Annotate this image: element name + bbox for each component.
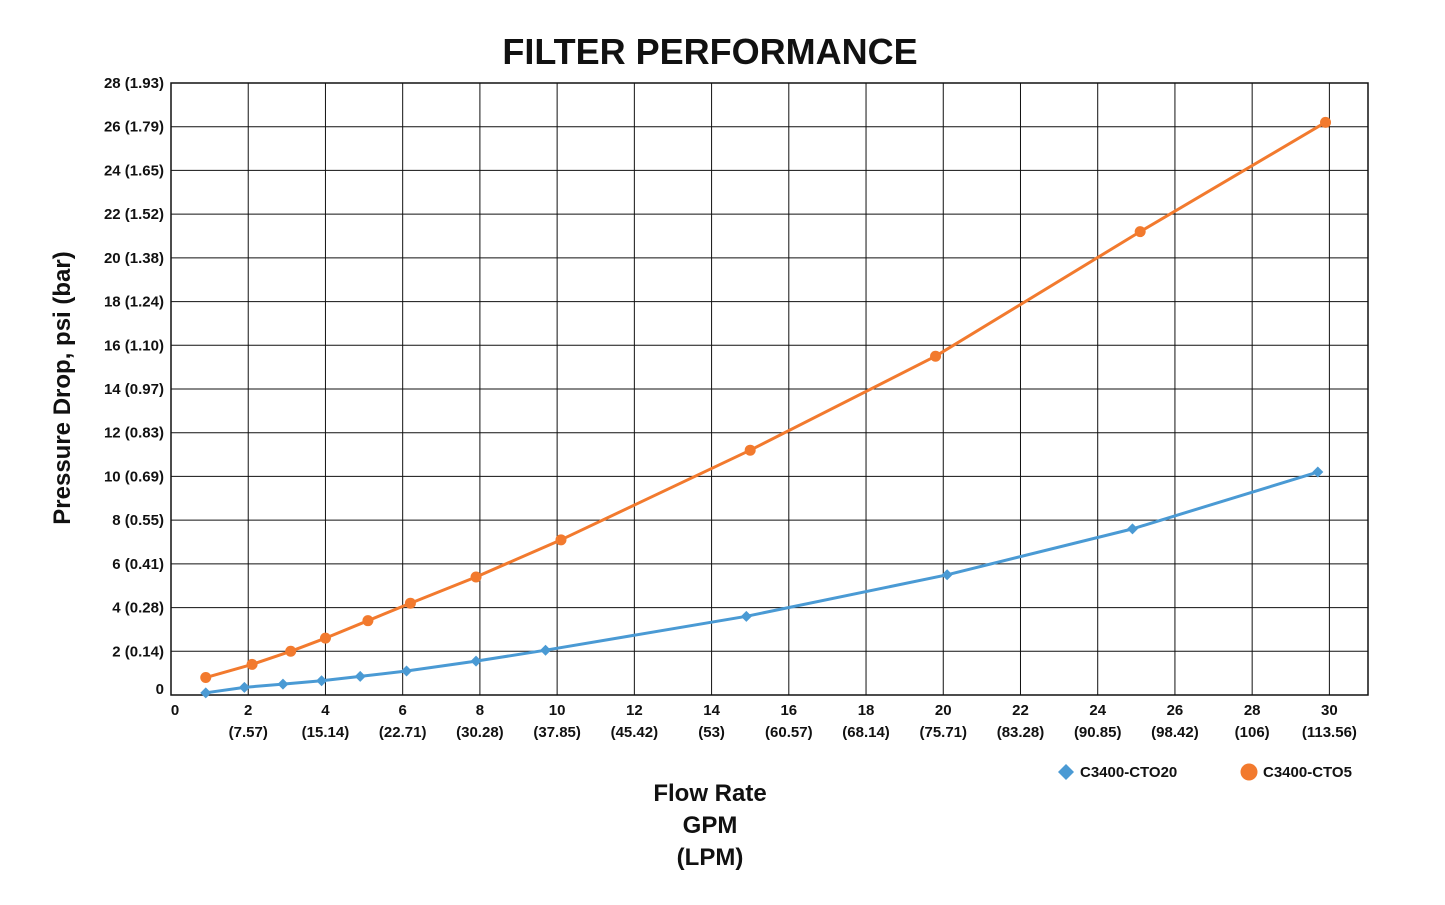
data-point — [1126, 523, 1138, 535]
data-point — [200, 687, 212, 699]
y-axis-ticks: 0 2 (0.14) 4 (0.28) 6 (0.41) 8 (0.55) 10 (0.6… — [104, 75, 164, 698]
y-tick-label: 6 (0.41) — [112, 556, 164, 573]
data-point — [470, 655, 482, 667]
legend-item: C3400-CTO20 — [1058, 764, 1177, 781]
series-c3400-cto5 — [200, 116, 1332, 684]
x-tick-sublabel: (7.57) — [229, 724, 268, 741]
data-point — [401, 665, 413, 677]
data-point — [930, 350, 942, 362]
y-tick-label: 24 (1.65) — [104, 162, 164, 179]
series-c3400-cto20 — [200, 466, 1324, 699]
x-axis-ticks: 0 2 (7.57) 4 (15.14) 6 (22.71) 8 (30.28) 10 (37.85… — [171, 702, 1357, 741]
y-tick-label: 26 (1.79) — [104, 119, 164, 136]
legend-item: C3400-CTO5 — [1240, 763, 1352, 781]
x-tick-label: 24 — [1089, 702, 1106, 719]
x-axis-label-line: (LPM) — [677, 844, 744, 871]
data-point — [246, 658, 258, 670]
x-tick-sublabel: (30.28) — [456, 724, 504, 741]
x-tick-label: 26 — [1167, 702, 1184, 719]
y-tick-label: 28 (1.93) — [104, 75, 164, 92]
data-point — [200, 672, 212, 684]
x-tick-label: 10 — [549, 702, 566, 719]
data-point — [316, 675, 328, 687]
data-point — [277, 678, 289, 690]
data-point — [354, 670, 366, 682]
data-point — [319, 632, 331, 644]
x-tick-sublabel: (45.42) — [611, 724, 659, 741]
y-tick-label: 20 (1.38) — [104, 250, 164, 267]
legend-marker — [1240, 763, 1258, 781]
grid — [170, 82, 1369, 696]
x-tick-label: 6 — [399, 702, 407, 719]
series-line — [205, 470, 1319, 695]
data-point — [555, 534, 567, 546]
y-tick-label: 18 (1.24) — [104, 294, 164, 311]
y-tick-label: 10 (0.69) — [104, 468, 164, 485]
x-tick-label: 0 — [171, 702, 179, 719]
series-line — [205, 121, 1327, 679]
x-tick-label: 4 — [321, 702, 330, 719]
x-tick-sublabel: (53) — [698, 724, 725, 741]
x-tick-label: 20 — [935, 702, 952, 719]
y-tick-label: 12 (0.83) — [104, 425, 164, 442]
y-tick-label: 14 (0.97) — [104, 381, 164, 398]
data-point — [540, 644, 552, 656]
x-tick-label: 2 — [244, 702, 252, 719]
data-point — [404, 597, 416, 609]
data-point — [470, 571, 482, 583]
x-tick-label: 22 — [1012, 702, 1029, 719]
series-layer — [200, 116, 1332, 699]
x-axis-label-line: Flow Rate — [653, 780, 766, 807]
y-tick-label: 8 (0.55) — [112, 512, 164, 529]
x-axis-label: Flow Rate GPM (LPM) — [653, 780, 766, 871]
legend-marker — [1058, 764, 1074, 780]
y-tick-label: 4 (0.28) — [112, 600, 164, 617]
x-tick-label: 16 — [780, 702, 797, 719]
data-point — [238, 681, 250, 693]
x-tick-label: 14 — [703, 702, 720, 719]
data-point — [740, 610, 752, 622]
x-tick-label: 18 — [858, 702, 875, 719]
data-point — [1312, 466, 1324, 478]
chart-title: FILTER PERFORMANCE — [502, 31, 917, 72]
y-tick-label: 22 (1.52) — [104, 206, 164, 223]
x-tick-label: 8 — [476, 702, 484, 719]
x-tick-sublabel: (60.57) — [765, 724, 813, 741]
y-tick-label: 16 (1.10) — [104, 337, 164, 354]
legend-label: C3400-CTO5 — [1263, 764, 1352, 781]
x-tick-sublabel: (15.14) — [302, 724, 350, 741]
x-tick-sublabel: (68.14) — [842, 724, 890, 741]
x-tick-sublabel: (90.85) — [1074, 724, 1122, 741]
legend-label: C3400-CTO20 — [1080, 764, 1177, 781]
x-tick-label: 12 — [626, 702, 643, 719]
data-point — [1134, 226, 1146, 238]
x-tick-sublabel: (75.71) — [919, 724, 967, 741]
data-point — [1320, 116, 1332, 128]
x-tick-sublabel: (22.71) — [379, 724, 427, 741]
data-point — [285, 645, 297, 657]
legend: C3400-CTO20 C3400-CTO5 — [1058, 763, 1352, 781]
x-tick-sublabel: (37.85) — [533, 724, 581, 741]
y-axis-label: Pressure Drop, psi (bar) — [49, 251, 76, 524]
data-point — [362, 615, 374, 627]
x-axis-label-line: GPM — [683, 812, 738, 839]
x-tick-sublabel: (106) — [1235, 724, 1270, 741]
x-tick-sublabel: (113.56) — [1302, 724, 1357, 741]
x-tick-label: 28 — [1244, 702, 1261, 719]
x-tick-sublabel: (83.28) — [997, 724, 1045, 741]
y-tick-label: 2 (0.14) — [112, 643, 164, 660]
data-point — [744, 444, 756, 456]
x-tick-sublabel: (98.42) — [1151, 724, 1199, 741]
data-point — [941, 569, 953, 581]
x-tick-label: 30 — [1321, 702, 1338, 719]
y-tick-label: 0 — [156, 681, 164, 698]
